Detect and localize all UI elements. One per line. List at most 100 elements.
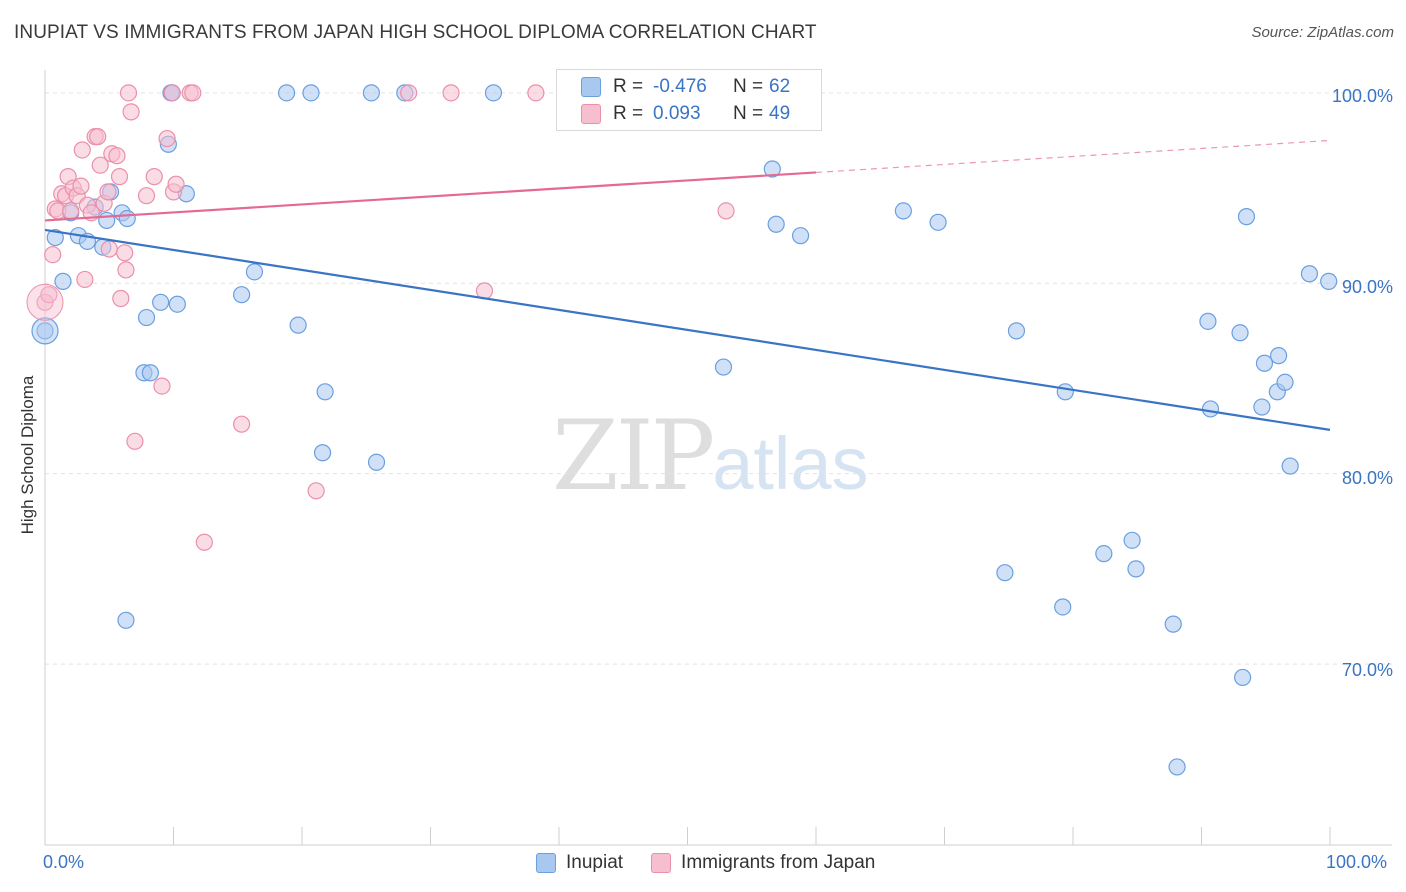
watermark: ZIPatlas [552, 400, 869, 512]
inupiat-point [245, 263, 264, 281]
legend-r-label: R = [613, 76, 644, 97]
japan-point [122, 103, 140, 121]
inupiat-point-large [31, 317, 59, 345]
legend-row-japan: R = 0.093 N = 49 [581, 102, 790, 126]
japan-point [108, 147, 126, 165]
legend-label-japan: Immigrants from Japan [681, 852, 876, 873]
inupiat-point [117, 611, 135, 629]
japan-point [184, 84, 202, 102]
japan-point [527, 84, 545, 102]
legend-item-inupiat[interactable]: Inupiat [536, 852, 623, 874]
japan-point [126, 432, 144, 450]
inupiat-point [118, 209, 136, 228]
inupiat-point [929, 213, 947, 231]
japan-point [153, 377, 171, 395]
inupiat-point [996, 564, 1014, 582]
series-legend: Inupiat Immigrants from Japan [536, 852, 903, 874]
japan-swatch [651, 853, 672, 873]
inupiat-point [1234, 668, 1252, 687]
inupiat-point [1281, 457, 1299, 475]
japan-point [400, 84, 418, 102]
japan-point [76, 270, 94, 289]
inupiat-point [313, 444, 332, 462]
inupiat-point [1164, 615, 1182, 633]
watermark-zip: ZIP [552, 400, 715, 512]
inupiat-point [767, 215, 785, 233]
japan-point [717, 202, 735, 220]
inupiat-point [1007, 322, 1026, 340]
japan-point-large [26, 283, 64, 321]
inupiat-point [1127, 560, 1145, 578]
japan-point [91, 156, 109, 174]
inupiat-point [1269, 347, 1288, 365]
japan-point [73, 141, 91, 159]
source-label: Source: ZipAtlas.com [1251, 24, 1394, 41]
inupiat-point [316, 383, 334, 401]
inupiat-point [1253, 398, 1271, 416]
watermark-atlas: atlas [712, 422, 869, 505]
japan-point [442, 84, 460, 102]
legend-label-inupiat: Inupiat [566, 852, 624, 873]
inupiat-point [1095, 545, 1113, 563]
x-tick-label-max: 100.0% [1326, 852, 1388, 872]
japan-point [112, 289, 130, 308]
inupiat-point [1199, 312, 1217, 330]
japan-point [307, 482, 325, 500]
inupiat-point [1054, 598, 1072, 616]
inupiat-point [152, 293, 170, 311]
inupiat-point [289, 316, 307, 334]
legend-item-japan[interactable]: Immigrants from Japan [651, 852, 875, 874]
japan-point [158, 129, 176, 148]
legend-swatch-blue [581, 77, 601, 97]
legend-row-inupiat: R = -0.476 N = 62 [581, 75, 790, 99]
japan-point [100, 240, 118, 258]
y-axis-label: High School Diploma [18, 375, 37, 535]
legend-r-value: -0.476 [653, 76, 707, 97]
inupiat-point [1123, 531, 1141, 549]
inupiat-point [763, 160, 781, 178]
inupiat-point [168, 295, 186, 313]
legend-swatch-pink [581, 104, 601, 124]
legend-n-label: N = [733, 76, 764, 97]
legend-r-value: 0.093 [653, 103, 701, 124]
inupiat-point [367, 453, 386, 471]
japan-point [44, 246, 62, 264]
inupiat-point [1320, 272, 1338, 290]
legend-n-label: N = [733, 103, 764, 124]
japan-point [195, 533, 213, 551]
japan-trend-line [44, 171, 817, 222]
inupiat-point [1168, 758, 1186, 776]
inupiat-point [98, 211, 116, 230]
y-tick-label-80: 80.0% [1341, 468, 1393, 488]
inupiat-point [1056, 383, 1074, 401]
inupiat-swatch [536, 853, 556, 873]
japan-point [119, 84, 138, 102]
inupiat-point [791, 227, 810, 245]
inupiat-point [1276, 373, 1294, 391]
japan-point [99, 183, 117, 201]
inupiat-point [714, 358, 733, 376]
chart-title: INUPIAT VS IMMIGRANTS FROM JAPAN HIGH SC… [14, 22, 817, 43]
japan-point [72, 177, 90, 195]
japan-point [167, 175, 185, 193]
inupiat-point [894, 202, 912, 220]
inupiat-point [1300, 265, 1319, 283]
inupiat-point [484, 84, 503, 102]
y-tick-label-70: 70.0% [1341, 660, 1393, 680]
inupiat-point [1201, 400, 1220, 418]
inupiat-point [277, 84, 296, 102]
japan-point [137, 187, 156, 205]
japan-point [163, 84, 181, 102]
correlation-legend: R = -0.476 N = 62 R = 0.093 N = 49 [556, 69, 822, 131]
inupiat-point [141, 364, 159, 382]
inupiat-point [54, 272, 72, 290]
inupiat-point [1231, 324, 1249, 342]
japan-trend-line-extension [815, 139, 1331, 174]
inupiat-point [233, 286, 251, 304]
legend-r-label: R = [613, 103, 644, 124]
japan-point [110, 168, 129, 186]
japan-point [117, 261, 135, 279]
y-tick-label-90: 90.0% [1341, 277, 1393, 297]
japan-point [116, 244, 134, 262]
